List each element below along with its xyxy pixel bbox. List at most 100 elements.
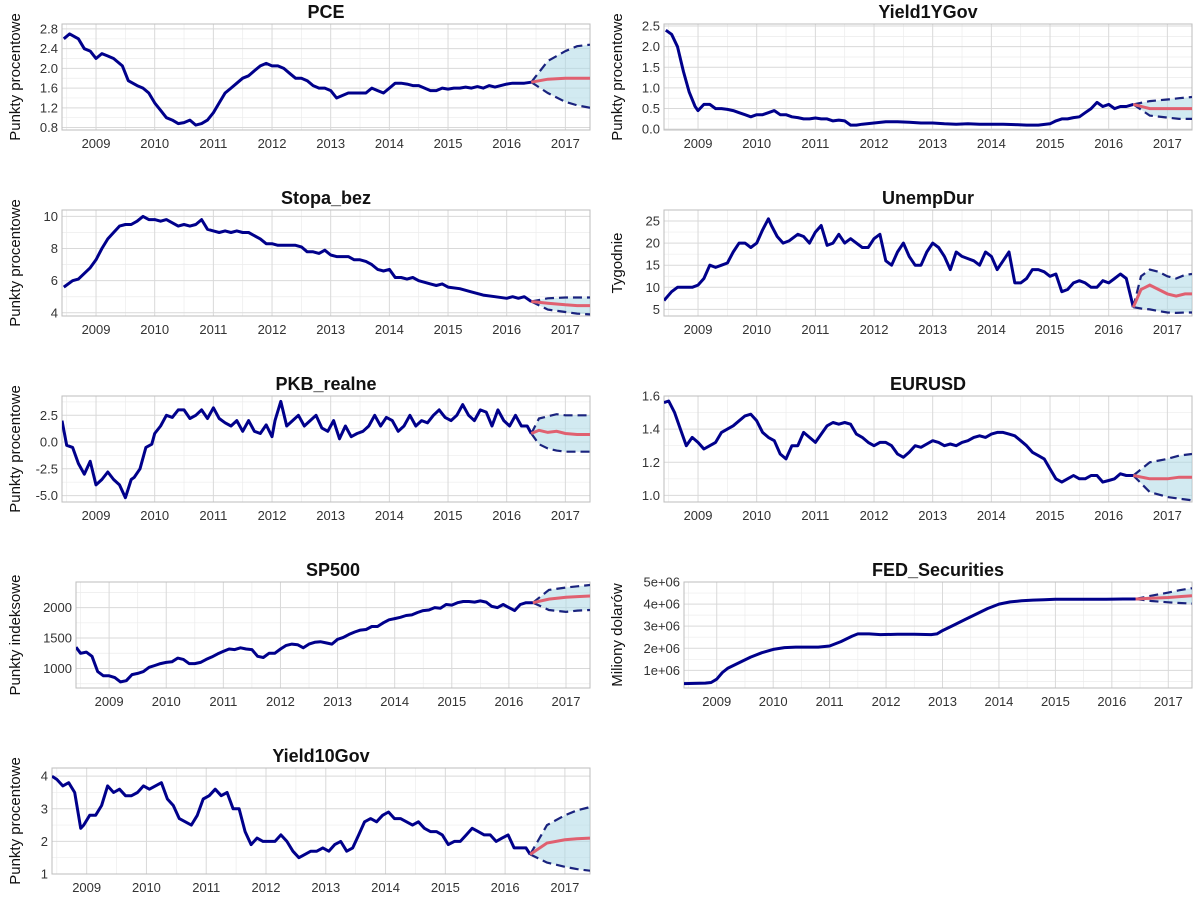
y-tick-label: 1500	[43, 631, 72, 646]
x-tick-label: 2010	[742, 508, 771, 523]
x-tick-label: 2012	[258, 508, 287, 523]
x-tick-label: 2015	[434, 322, 463, 337]
x-tick-label: 2016	[1094, 508, 1123, 523]
series-line-history	[52, 774, 532, 860]
x-tick-label: 2013	[918, 322, 947, 337]
x-tick-label: 2014	[375, 322, 404, 337]
chart-title: PCE	[307, 2, 344, 22]
x-tick-label: 2014	[977, 322, 1006, 337]
x-tick-label: 2014	[984, 694, 1013, 709]
x-tick-label: 2015	[434, 136, 463, 151]
chart-panel-yield10gov: 1 2 3 4 2009 2010 2011 2012 2013 2014 2015 2016 2017…	[7, 746, 591, 895]
x-tick-label: 2012	[860, 322, 889, 337]
series-line-history	[62, 399, 533, 500]
x-tick-label: 2017	[1153, 136, 1182, 151]
forecast-upper-bound	[530, 43, 590, 83]
forecast-lower-bound	[1135, 597, 1192, 605]
y-tick-label: 8	[51, 241, 58, 256]
y-tick-label: 0.5	[642, 101, 660, 116]
x-tick-label: 2016	[491, 880, 520, 895]
x-tick-label: 2017	[551, 508, 580, 523]
x-tick-label: 2012	[872, 694, 901, 709]
chart-title: EURUSD	[890, 374, 966, 394]
y-tick-label: 5	[653, 302, 660, 317]
y-axis-label: Tygodnie	[609, 233, 626, 294]
x-tick-label: 2011	[209, 694, 237, 709]
y-tick-label: 1.2	[40, 100, 58, 115]
plot-frame	[61, 395, 591, 503]
x-tick-label: 2011	[801, 508, 829, 523]
forecast-mean-line	[1135, 594, 1192, 601]
y-tick-label: 1000	[43, 661, 72, 676]
forecast-mean-line	[1131, 283, 1192, 308]
y-tick-label: 2.4	[40, 41, 58, 56]
plot-frame	[75, 581, 591, 689]
plot-frame	[51, 767, 591, 875]
forecast-mean-line	[531, 300, 590, 308]
x-tick-label: 2011	[801, 136, 829, 151]
x-tick-label: 2017	[551, 322, 580, 337]
y-tick-label: 4e+06	[643, 597, 680, 612]
chart-panel-fed-securities: 1e+06 2e+06 3e+06 4e+06 5e+06 2009 2010 2011 201…	[609, 560, 1193, 709]
y-tick-label: 0.8	[40, 120, 58, 135]
forecast-lower-bound	[532, 601, 590, 614]
x-tick-label: 2011	[199, 136, 227, 151]
chart-title: UnempDur	[882, 188, 974, 208]
plot-area	[664, 217, 1192, 315]
forecast-lower-bound	[1132, 474, 1192, 502]
x-tick-label: 2010	[140, 136, 169, 151]
forecast-mean-line	[532, 594, 590, 605]
y-tick-label: 4	[51, 305, 58, 320]
forecast-band	[531, 44, 590, 108]
chart-title: FED_Securities	[872, 560, 1004, 580]
x-tick-label: 2014	[371, 880, 400, 895]
x-tick-label: 2012	[258, 136, 287, 151]
x-tick-label: 2015	[1036, 508, 1065, 523]
y-tick-label: 10	[646, 280, 660, 295]
chart-panel-unempdur: 5 10 15 20 25 2009 2010 2011 2012 2013 2014 2015 201…	[609, 188, 1193, 337]
x-tick-label: 2009	[72, 880, 101, 895]
x-tick-label: 2010	[140, 508, 169, 523]
forecast-upper-bound	[1132, 452, 1192, 477]
x-tick-label: 2009	[684, 508, 713, 523]
y-tick-label: 0.0	[642, 122, 660, 137]
x-tick-label: 2015	[434, 508, 463, 523]
y-tick-label: 2e+06	[643, 641, 680, 656]
x-tick-label: 2013	[316, 136, 345, 151]
y-tick-label: 2.0	[40, 61, 58, 76]
forecast-mean-line	[1133, 474, 1192, 481]
x-tick-label: 2017	[1154, 694, 1183, 709]
forecast-upper-bound	[1135, 587, 1192, 601]
x-tick-label: 2009	[82, 508, 111, 523]
x-tick-label: 2009	[684, 322, 713, 337]
y-tick-label: 1.0	[642, 80, 660, 95]
forecast-lower-bound	[530, 432, 590, 453]
y-tick-label: 2000	[43, 600, 72, 615]
x-tick-label: 2014	[977, 136, 1006, 151]
y-tick-label: 1	[41, 867, 48, 882]
x-tick-label: 2015	[431, 880, 460, 895]
y-tick-label: 1.2	[642, 455, 660, 470]
x-tick-label: 2016	[492, 508, 521, 523]
forecast-upper-bound	[1133, 95, 1192, 106]
y-tick-label: 1.6	[40, 81, 58, 96]
plot-area	[62, 214, 590, 316]
forecast-upper-bound	[530, 413, 590, 435]
y-axis-label: Punkty indeksowe	[7, 575, 24, 696]
plot-area	[684, 587, 1192, 686]
plot-frame	[683, 581, 1193, 689]
series-line-history	[62, 214, 533, 303]
plot-area	[62, 399, 590, 500]
x-tick-label: 2009	[95, 694, 124, 709]
series-line-history	[664, 399, 1134, 484]
x-tick-label: 2013	[918, 508, 947, 523]
chart-panel-pkb-realne: -5.0 -2.5 0.0 2.5 2009 2010 2011 2012 2013 2014 20…	[7, 374, 591, 523]
x-tick-label: 2016	[494, 694, 523, 709]
y-axis-label: Punkty procentowe	[609, 13, 626, 141]
x-tick-label: 2016	[492, 322, 521, 337]
x-tick-label: 2014	[375, 508, 404, 523]
x-tick-label: 2009	[702, 694, 731, 709]
x-tick-label: 2011	[199, 322, 227, 337]
plot-frame	[61, 23, 591, 131]
forecast-mean-line	[529, 836, 590, 856]
